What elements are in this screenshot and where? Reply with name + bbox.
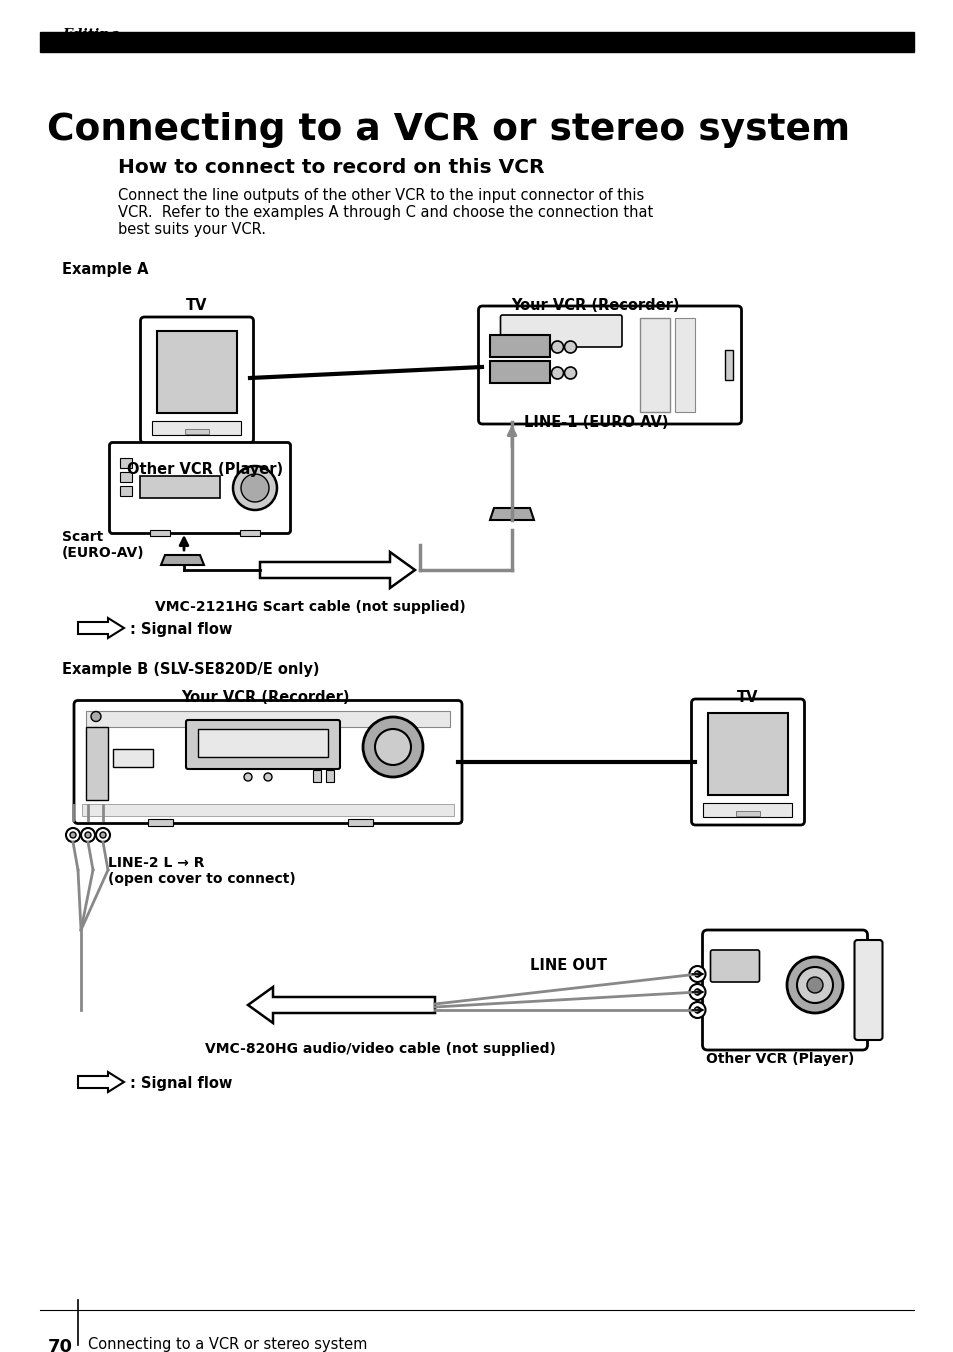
Bar [86, 726, 108, 799]
Text: 70: 70 [48, 1338, 73, 1352]
Bar [490, 361, 550, 383]
Bar [326, 771, 334, 781]
Circle shape [694, 990, 700, 995]
Text: Editing: Editing [62, 28, 119, 42]
Circle shape [81, 827, 95, 842]
FancyBboxPatch shape [500, 315, 621, 347]
Bar [86, 711, 450, 726]
Text: VCR.  Refer to the examples A through C and choose the connection that: VCR. Refer to the examples A through C a… [118, 206, 653, 220]
Text: Other VCR (Player): Other VCR (Player) [705, 1052, 853, 1065]
Circle shape [96, 827, 110, 842]
Circle shape [694, 971, 700, 977]
Text: : Signal flow: : Signal flow [130, 622, 233, 637]
Circle shape [689, 965, 705, 982]
Text: Connect the line outputs of the other VCR to the input connector of this: Connect the line outputs of the other VC… [118, 188, 643, 203]
FancyBboxPatch shape [478, 306, 740, 425]
Circle shape [796, 967, 832, 1003]
Polygon shape [78, 1072, 124, 1092]
Circle shape [363, 717, 422, 777]
Text: Example A: Example A [62, 262, 149, 277]
FancyBboxPatch shape [140, 316, 253, 443]
Circle shape [564, 366, 576, 379]
Text: VMC-2121HG Scart cable (not supplied): VMC-2121HG Scart cable (not supplied) [154, 600, 465, 614]
Text: Your VCR (Recorder): Your VCR (Recorder) [180, 690, 349, 704]
FancyBboxPatch shape [110, 442, 291, 534]
Bar [185, 429, 209, 434]
Bar [112, 749, 152, 767]
Text: best suits your VCR.: best suits your VCR. [118, 222, 266, 237]
Bar [724, 350, 733, 380]
Circle shape [233, 466, 276, 510]
Circle shape [375, 729, 411, 765]
Text: : Signal flow: : Signal flow [130, 1076, 233, 1091]
Text: Connecting to a VCR or stereo system: Connecting to a VCR or stereo system [47, 112, 849, 147]
Text: LINE-1 (EURO AV): LINE-1 (EURO AV) [523, 415, 668, 430]
Text: Example B (SLV-SE820D/E only): Example B (SLV-SE820D/E only) [62, 662, 319, 677]
Bar [148, 818, 172, 826]
FancyBboxPatch shape [854, 940, 882, 1040]
Bar [150, 530, 170, 535]
Polygon shape [490, 508, 534, 521]
Bar [120, 457, 132, 468]
Bar [120, 485, 132, 495]
FancyBboxPatch shape [691, 699, 803, 825]
Circle shape [70, 831, 76, 838]
Bar [198, 729, 328, 757]
Circle shape [689, 984, 705, 1000]
Circle shape [551, 341, 563, 353]
Circle shape [551, 366, 563, 379]
Bar [702, 803, 792, 817]
FancyBboxPatch shape [710, 950, 759, 982]
Circle shape [100, 831, 106, 838]
FancyBboxPatch shape [186, 721, 339, 769]
Bar [313, 771, 320, 781]
Circle shape [241, 475, 269, 502]
Bar [735, 811, 760, 817]
Bar [348, 818, 373, 826]
Circle shape [564, 341, 576, 353]
Text: VMC-820HG audio/video cable (not supplied): VMC-820HG audio/video cable (not supplie… [204, 1042, 555, 1056]
Circle shape [91, 711, 101, 722]
Circle shape [85, 831, 91, 838]
Circle shape [264, 773, 272, 781]
Text: (open cover to connect): (open cover to connect) [108, 872, 295, 886]
Bar [140, 476, 220, 498]
Text: Connecting to a VCR or stereo system: Connecting to a VCR or stereo system [88, 1337, 367, 1352]
Text: TV: TV [737, 690, 758, 704]
Text: Other VCR (Player): Other VCR (Player) [127, 462, 283, 477]
Text: LINE-2 L → R: LINE-2 L → R [108, 856, 204, 869]
Bar [40, 32, 913, 51]
Bar [120, 472, 132, 481]
Bar [240, 530, 260, 535]
Polygon shape [260, 552, 415, 588]
Text: Your VCR (Recorder): Your VCR (Recorder) [510, 297, 679, 314]
Polygon shape [248, 987, 435, 1023]
Circle shape [694, 1007, 700, 1013]
Circle shape [244, 773, 252, 781]
Circle shape [66, 827, 80, 842]
Text: LINE OUT: LINE OUT [530, 959, 606, 973]
Text: How to connect to record on this VCR: How to connect to record on this VCR [118, 158, 544, 177]
Polygon shape [161, 556, 204, 565]
FancyBboxPatch shape [701, 930, 866, 1051]
Bar [707, 713, 787, 795]
Bar [639, 318, 669, 412]
Text: Scart
(EURO-AV): Scart (EURO-AV) [62, 530, 145, 560]
Circle shape [786, 957, 842, 1013]
Bar [82, 803, 454, 815]
Circle shape [806, 977, 822, 992]
Bar [152, 420, 241, 435]
Polygon shape [78, 618, 124, 638]
Bar [675, 318, 695, 412]
Bar [490, 335, 550, 357]
Text: TV: TV [186, 297, 208, 314]
Circle shape [689, 1002, 705, 1018]
FancyBboxPatch shape [74, 700, 461, 823]
Bar [157, 331, 236, 412]
